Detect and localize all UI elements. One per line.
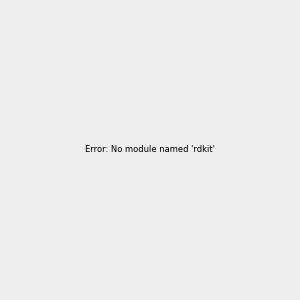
- Text: Error: No module named 'rdkit': Error: No module named 'rdkit': [85, 146, 215, 154]
